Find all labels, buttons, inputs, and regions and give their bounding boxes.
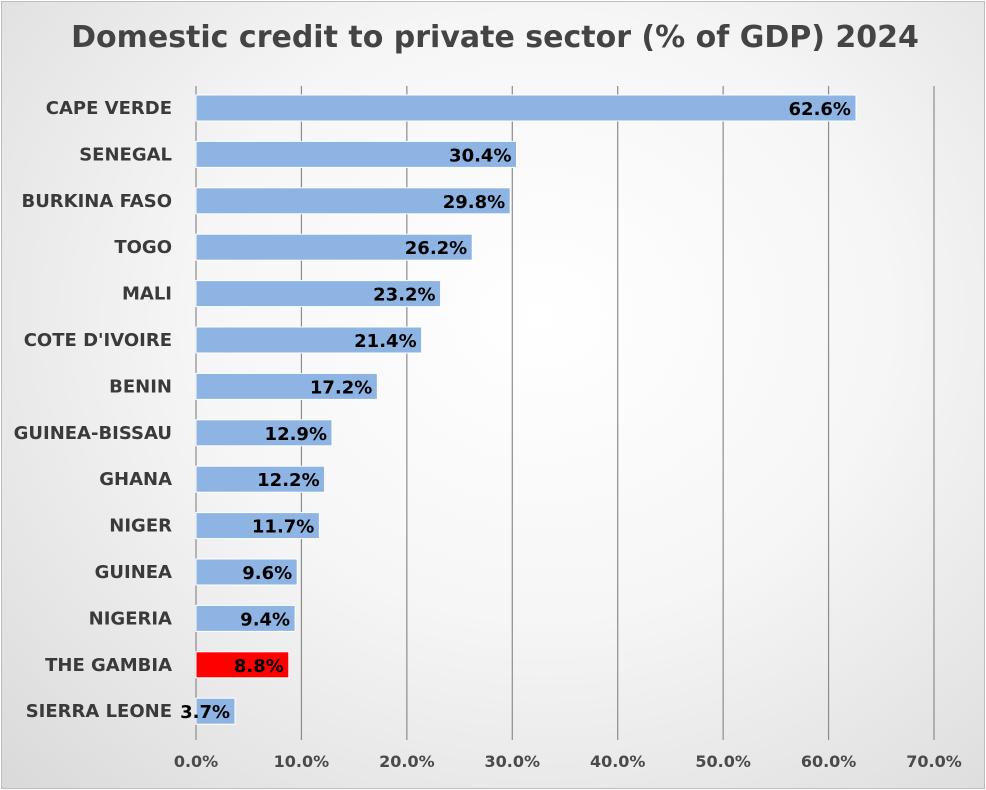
x-tick-label-7: 70.0% <box>906 752 962 771</box>
x-tick-label-4: 40.0% <box>590 752 646 771</box>
bar-6 <box>195 372 378 400</box>
category-label-1: SENEGAL <box>79 144 172 165</box>
category-label-9: NIGER <box>109 516 172 537</box>
category-label-4: MALI <box>122 284 172 305</box>
category-label-10: GUINEA <box>95 562 172 583</box>
value-label-9: 11.7% <box>252 517 314 538</box>
bar-3 <box>195 233 473 261</box>
bar-10 <box>195 558 298 586</box>
value-label-5: 21.4% <box>354 331 416 352</box>
category-label-3: TOGO <box>114 237 172 258</box>
x-tick-labels: 0.0% 10.0% 20.0% 30.0% 40.0% 50.0% 60.0% 70.0% <box>174 752 962 771</box>
value-label-3: 26.2% <box>405 238 467 259</box>
value-label-1: 30.4% <box>449 145 511 166</box>
value-label-6: 17.2% <box>310 377 372 398</box>
bar-0 <box>195 94 857 122</box>
chart-title: Domestic credit to private sector (% of … <box>71 20 919 55</box>
bar-5 <box>195 326 423 354</box>
bar-1 <box>195 140 518 168</box>
x-tick-label-3: 30.0% <box>485 752 541 771</box>
value-label-11: 9.4% <box>240 609 290 630</box>
bar-13 <box>195 697 236 725</box>
category-label-6: BENIN <box>109 376 172 397</box>
value-label-4: 23.2% <box>373 285 435 306</box>
category-label-5: COTE D'IVOIRE <box>24 330 172 351</box>
value-label-2: 29.8% <box>443 192 505 213</box>
bar-4 <box>195 280 442 308</box>
category-label-11: NIGERIA <box>89 608 172 629</box>
category-label-0: CAPE VERDE <box>46 98 172 119</box>
x-tick-label-6: 60.0% <box>801 752 857 771</box>
value-label-12: 8.8% <box>234 656 284 677</box>
value-label-13: 3.7% <box>180 702 230 723</box>
category-label-13: SIERRA LEONE <box>26 701 172 722</box>
x-tick-label-0: 0.0% <box>174 752 218 771</box>
bar-7 <box>195 419 333 447</box>
value-label-7: 12.9% <box>265 424 327 445</box>
x-tick-label-2: 20.0% <box>379 752 435 771</box>
bar-12 <box>195 651 290 679</box>
category-label-8: GHANA <box>99 469 172 490</box>
gridlines <box>195 86 935 740</box>
bar-11 <box>195 604 296 632</box>
category-labels: CAPE VERDE SENEGAL BURKINA FASO TOGO MALI COT… <box>14 98 173 722</box>
bar-9 <box>195 512 320 540</box>
category-label-2: BURKINA FASO <box>21 191 172 212</box>
value-labels: 62.6% 30.4% 29.8% 26.2% 23.2% 21.4% 17.2% 12.9%… <box>180 99 851 723</box>
bars <box>195 94 857 725</box>
bar-2 <box>195 187 511 215</box>
category-label-7: GUINEA-BISSAU <box>14 423 172 444</box>
bar-8 <box>195 465 326 493</box>
x-tick-label-1: 10.0% <box>274 752 330 771</box>
value-label-0: 62.6% <box>789 99 851 120</box>
value-label-10: 9.6% <box>242 563 292 584</box>
value-label-8: 12.2% <box>257 470 319 491</box>
category-label-12: THE GAMBIA <box>45 655 172 676</box>
x-tick-label-5: 50.0% <box>695 752 751 771</box>
